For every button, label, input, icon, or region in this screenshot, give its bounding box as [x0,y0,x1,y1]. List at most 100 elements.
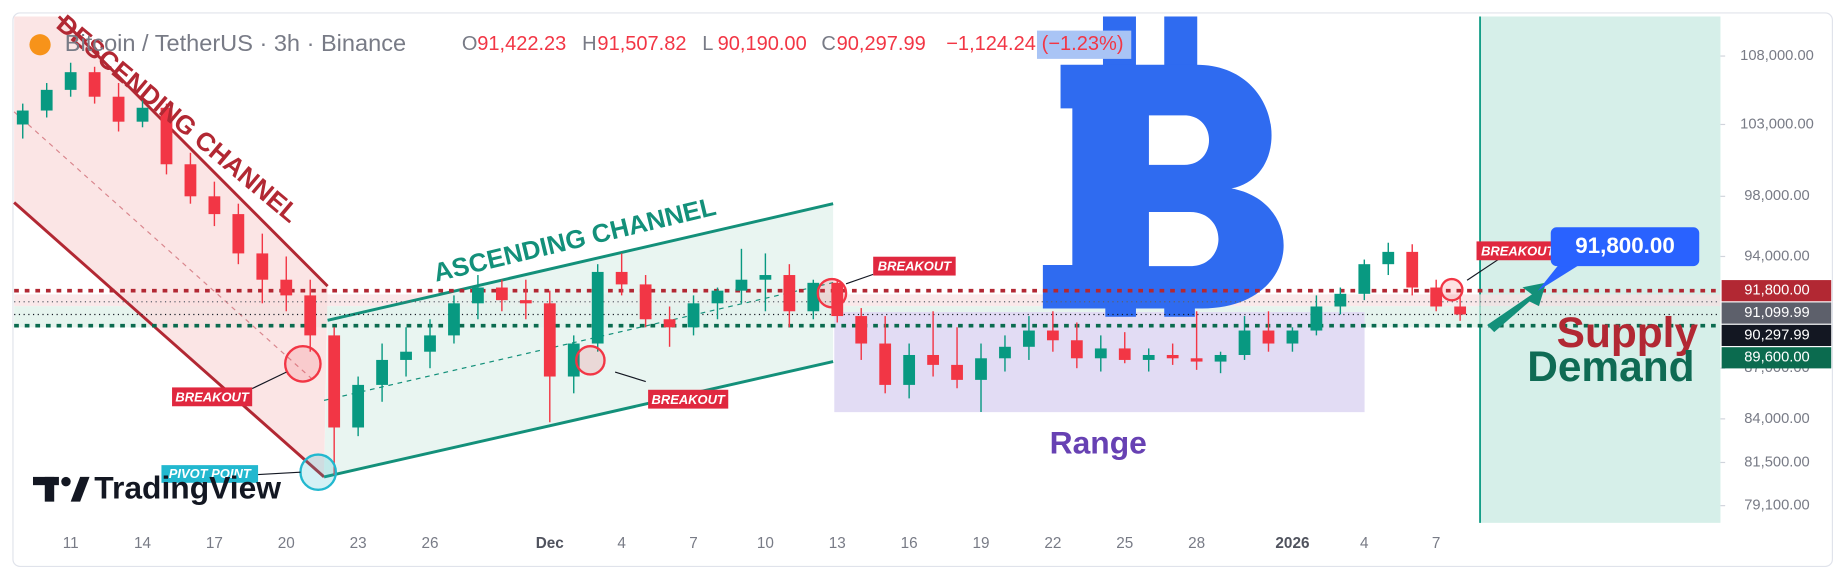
y-tick-label: 108,000.00 [1740,48,1814,64]
candle-body [1046,330,1059,341]
candle-body [879,343,892,385]
breakout-label-bg [172,387,253,407]
x-tick-label: 7 [689,535,698,552]
candle-body [1310,306,1323,331]
candle-body [400,351,412,360]
price-marker-label: 91,800.00 [1744,283,1810,299]
x-tick-label: 4 [1360,535,1369,552]
y-tick-label: 94,000.00 [1744,248,1810,264]
ohlc-value: 91,422.23 [477,33,566,55]
candle-body [40,89,53,111]
symbol-icon [29,34,51,56]
candle-body [591,271,604,344]
change-pct: (−1.23%) [1042,33,1124,55]
tradingview-logo: TradingView [94,469,281,505]
pivot-label: PIVOT POINT [169,466,252,481]
breakout-label: BREAKOUT [175,389,249,404]
x-tick-label: 23 [350,535,367,552]
ohlc-value: 90,297.99 [837,33,926,55]
breakout-label-bg [1476,241,1560,261]
candle-body [448,303,460,336]
candle-body [352,384,365,428]
price-marker-bg [1721,347,1832,369]
ohlc-value: 90,190.00 [718,33,807,55]
candle-body [136,107,149,122]
breakout-label-bg [648,389,729,409]
ohlc-key: H [582,33,596,55]
candle-body [687,303,700,328]
candle-body [519,300,532,304]
candle-body [1406,251,1419,288]
ohlc-key: O [462,33,478,55]
candle-body [1334,293,1347,307]
breakout-circle [1439,277,1464,302]
range-label: Range [1050,425,1147,461]
candle-body [807,282,820,312]
candle-body [1430,287,1443,307]
candle-body [903,354,916,385]
candle-body [495,287,508,301]
highlight [1036,30,1132,59]
x-tick-label: 22 [1044,535,1061,552]
candle-body [1358,264,1371,294]
candle-body [1382,251,1395,265]
candle-body [1454,306,1467,315]
channel-midline [13,111,313,380]
price-marker-bg [1721,324,1832,347]
breakout-label: BREAKOUT [652,392,726,407]
x-tick-label: 10 [757,535,774,552]
candle-body [424,335,436,352]
change: −1,124.24 [946,33,1036,55]
candle-body [1118,348,1131,360]
x-tick-label: 17 [206,535,223,552]
channel-midline [323,282,834,401]
candle-body [615,271,628,285]
y-tick-label: 84,000.00 [1744,411,1810,427]
candle-body [927,354,939,365]
candle-body [304,295,317,336]
channel-line [327,202,834,322]
channel-line [323,360,834,479]
x-tick-label: 13 [829,535,846,552]
range-box [834,312,1365,413]
x-tick-label: 14 [134,535,152,552]
descending-channel-fill [14,16,328,477]
candle-body [1166,354,1179,359]
candle-body [64,72,77,90]
candle-body [1070,340,1083,359]
candle-body [1238,330,1251,355]
target-label: 91,800.00 [1575,233,1675,258]
breakout-label: BREAKOUT [1481,243,1555,258]
candle-body [88,72,101,97]
breakout-label: BREAKOUT [878,259,952,274]
tradingview-icon [32,476,90,502]
pivot-label-bg [161,465,259,483]
candle-body [1214,354,1227,362]
y-tick-label: 103,000.00 [1740,116,1814,132]
candle-body [472,287,484,304]
candle-body [208,196,221,215]
x-tick-label: 2026 [1275,535,1309,552]
x-tick-label: 28 [1188,535,1205,552]
x-tick-label: 11 [63,535,79,552]
candle-body [783,275,796,312]
ohlc-value: 91,507.82 [597,33,686,55]
breakout-circle [283,345,322,383]
candle-body [1142,354,1155,360]
candle-body [663,319,676,328]
candle-body [184,164,197,197]
candle-body [543,303,556,377]
y-tick-label: 79,100.00 [1744,498,1810,514]
candle-body [711,290,724,304]
candle-body [951,364,963,380]
candle-body [112,96,125,122]
breakout-circle [816,277,848,309]
callout-bg [1550,227,1700,267]
candle-body [999,346,1011,359]
breakout-label-bg [873,256,956,276]
candle-body [376,359,388,385]
channel-line [13,201,326,479]
future-zone [1480,16,1721,523]
candle-body [160,107,173,165]
